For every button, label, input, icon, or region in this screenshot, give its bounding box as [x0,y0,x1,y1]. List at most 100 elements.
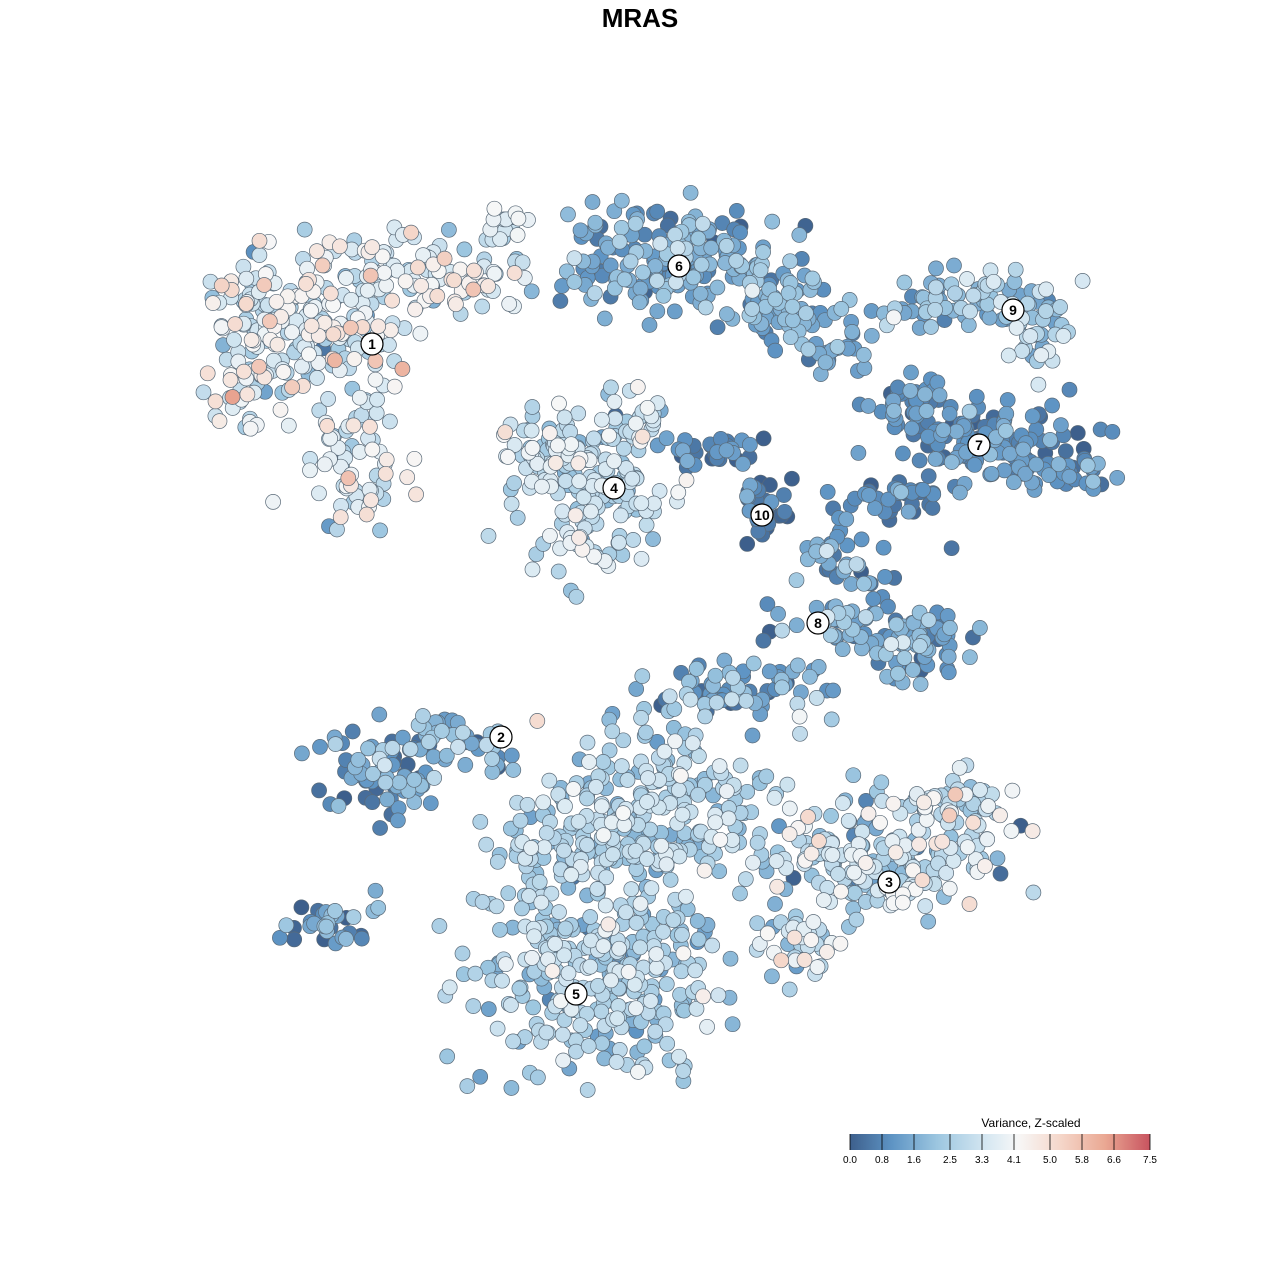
data-point [830,866,846,882]
data-point [1052,299,1068,315]
data-point [860,805,877,822]
data-point [718,783,735,800]
data-point [1055,328,1072,344]
data-point [384,740,401,756]
data-point [931,387,948,404]
data-point [294,745,310,762]
data-point [942,620,958,636]
data-point [636,1038,653,1055]
data-point [585,430,602,447]
data-point [627,215,644,232]
data-point [961,403,978,420]
data-point [739,488,755,505]
data-point [652,235,669,252]
legend-tick-label: 0.8 [875,1155,889,1166]
cluster-label-text: 4 [610,480,618,496]
data-point [911,452,928,469]
cluster-label-5: 5 [564,982,588,1006]
data-point [695,988,711,1005]
data-point [980,798,997,814]
data-point [648,946,665,962]
data-point [571,529,587,546]
data-point [227,316,243,332]
data-point [639,851,655,867]
data-point [759,596,776,612]
data-point [927,451,944,467]
data-point [649,203,666,220]
legend-tick-label: 0.0 [843,1155,857,1166]
data-point [572,1017,589,1034]
data-point [296,221,313,238]
data-point [441,221,457,238]
data-point [474,298,491,315]
data-point [371,706,388,723]
data-point [618,904,634,921]
data-point [570,455,587,472]
cluster-label-text: 1 [368,336,376,352]
cluster-labels: 1 2 3 4 5 6 7 8 9 10 [360,254,1025,1006]
data-point [781,981,798,998]
data-point [213,319,230,335]
data-point [497,956,514,973]
data-point [675,1063,692,1079]
data-point [489,853,506,870]
data-point [738,692,754,709]
data-point [557,798,573,815]
data-point [789,695,806,712]
data-point [550,563,567,580]
data-point [431,918,448,934]
data-point [803,932,820,948]
cluster-label-text: 6 [675,258,683,274]
cluster-label-1: 1 [360,332,384,356]
data-point [566,274,583,290]
data-point [541,425,558,441]
data-point [707,667,724,684]
data-point [547,455,564,471]
data-point [611,940,628,957]
data-point [609,1010,626,1027]
data-point [465,998,482,1014]
data-point [503,747,520,764]
data-point [627,415,644,432]
data-point [905,662,921,678]
data-point [372,522,388,539]
data-point [845,767,862,784]
data-point [332,238,348,255]
data-point [745,854,761,871]
data-point [886,402,902,419]
data-point [280,417,297,434]
data-point [311,402,328,419]
data-point [940,664,957,681]
data-point [767,291,784,308]
data-point [278,917,295,934]
data-point [506,437,523,453]
data-point [938,865,955,881]
cluster-label-text: 7 [975,437,983,453]
data-point [325,326,342,343]
data-point [538,1024,555,1041]
legend-tick-label: 7.5 [1143,1155,1157,1166]
data-point [632,939,648,956]
data-point [438,747,455,764]
data-point [689,913,706,929]
data-point [704,937,721,954]
data-point [346,351,363,367]
data-point [883,636,900,652]
data-point [370,318,387,335]
data-point [410,259,426,276]
data-point [524,399,541,415]
data-point [1028,456,1045,473]
data-point [332,509,349,526]
data-point [684,735,701,752]
data-point [521,888,537,904]
data-point [284,324,300,341]
data-point [570,813,587,830]
data-point [524,440,541,456]
data-point [467,965,484,982]
data-point [261,313,278,330]
data-point [745,655,762,672]
data-point [848,911,865,928]
data-point [256,277,273,293]
data-point [632,895,649,912]
cluster-label-badge [1001,298,1025,322]
